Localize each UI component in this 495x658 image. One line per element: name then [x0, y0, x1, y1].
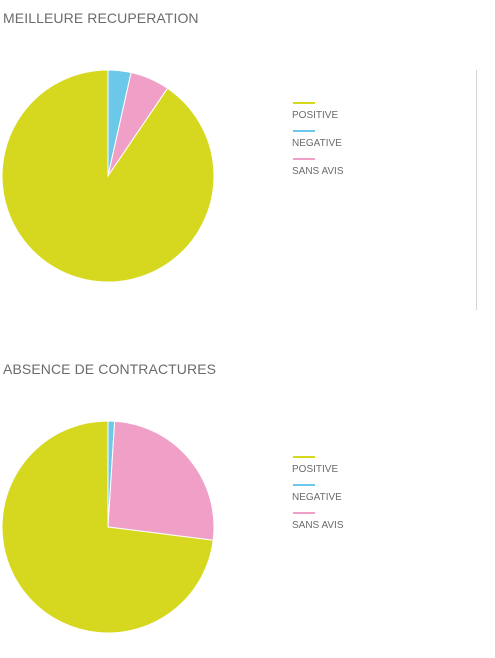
- pie-slice-positive: [1, 69, 215, 283]
- legend-swatch: [293, 484, 315, 486]
- legend-item-positive: POSITIVE: [291, 99, 381, 127]
- chart-panel-meilleure-recuperation: MEILLEURE RECUPERATION POSITIVE NEGATIVE…: [1, 10, 477, 310]
- legend-swatch: [293, 130, 315, 132]
- legend-item-positive: POSITIVE: [291, 453, 381, 481]
- legend-item-negative: NEGATIVE: [291, 481, 381, 509]
- legend-swatch: [293, 456, 315, 458]
- chart-panel-absence-de-contractures: ABSENCE DE CONTRACTURES POSITIVE NEGATIV…: [0, 352, 495, 658]
- chart-title: ABSENCE DE CONTRACTURES: [3, 361, 217, 377]
- legend-swatch: [293, 512, 315, 514]
- legend-item-negative: NEGATIVE: [291, 127, 381, 155]
- legend: POSITIVE NEGATIVE SANS AVIS: [291, 99, 381, 183]
- legend-item-sans-avis: SANS AVIS: [291, 509, 381, 537]
- legend-swatch: [293, 102, 315, 104]
- pie-slice-positive: [1, 420, 214, 634]
- legend-swatch: [293, 158, 315, 160]
- legend-label: SANS AVIS: [292, 520, 344, 531]
- legend-label: POSITIVE: [292, 110, 339, 121]
- legend-label: NEGATIVE: [292, 138, 342, 149]
- legend-label: NEGATIVE: [292, 492, 342, 503]
- legend-label: SANS AVIS: [292, 166, 344, 177]
- pie-chart: [1, 420, 215, 634]
- legend-label: POSITIVE: [292, 464, 339, 475]
- pie-slice-sans-avis: [107, 420, 215, 541]
- legend-item-sans-avis: SANS AVIS: [291, 155, 381, 183]
- divider: [476, 70, 477, 310]
- chart-title: MEILLEURE RECUPERATION: [3, 10, 199, 26]
- legend: POSITIVE NEGATIVE SANS AVIS: [291, 453, 381, 537]
- pie-chart: [1, 69, 215, 283]
